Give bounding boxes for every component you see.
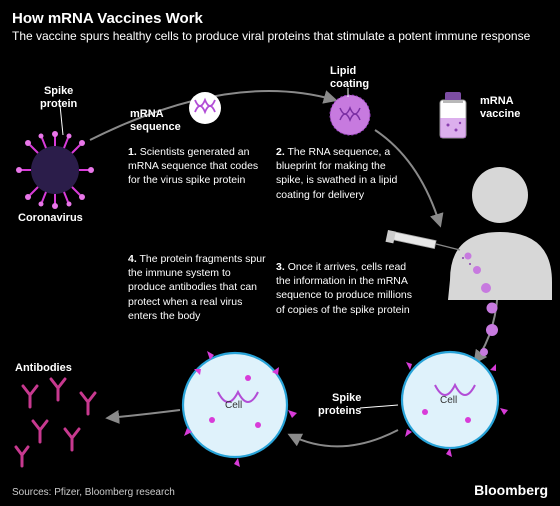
sources: Sources: Pfizer, Bloomberg research (12, 487, 175, 498)
label-cell-left: Cell (225, 400, 242, 412)
arrow-bottom (290, 430, 398, 446)
arrow-to-antibodies (108, 410, 180, 418)
label-mrna-vaccine: mRNA vaccine (480, 95, 520, 121)
label-mrna-sequence: mRNA sequence (130, 108, 181, 134)
label-antibodies: Antibodies (15, 362, 72, 375)
step-1: 1. Scientists generated an mRNA sequence… (128, 145, 263, 188)
antibodies-icon (16, 379, 95, 466)
step-2: 2. The RNA sequence, a blueprint for mak… (276, 145, 416, 202)
label-spike-protein: Spike protein (40, 85, 77, 111)
infographic-root: How mRNA Vaccines Work The vaccine spurs… (0, 0, 560, 506)
lipid-coating-icon (330, 95, 370, 135)
pointer-spike-proteins (360, 405, 398, 408)
silhouette-icon (448, 167, 552, 300)
mrna-sequence-icon (189, 92, 221, 124)
label-coronavirus: Coronavirus (18, 212, 83, 225)
label-cell-right: Cell (440, 395, 457, 407)
label-spike-proteins: Spike proteins (318, 392, 361, 418)
vial-icon (440, 92, 466, 138)
diagram-svg (0, 0, 560, 506)
coronavirus-icon (16, 105, 94, 209)
step-3: 3. Once it arrives, cells read the infor… (276, 260, 421, 317)
step-4: 4. The protein fragments spur the immune… (128, 252, 270, 323)
logo: Bloomberg (474, 482, 548, 498)
label-lipid-coating: Lipid coating (330, 65, 369, 91)
